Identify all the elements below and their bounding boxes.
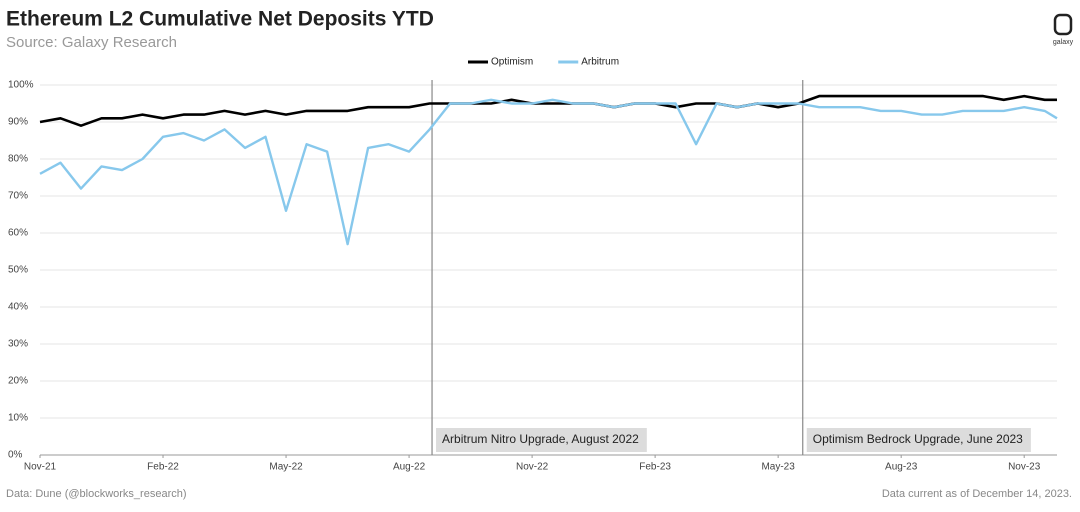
annotation-box xyxy=(436,428,647,452)
y-tick-label: 100% xyxy=(8,80,34,91)
x-tick-label: Nov-23 xyxy=(1008,462,1041,473)
y-tick-label: 20% xyxy=(8,376,28,387)
logo-text: galaxy xyxy=(1053,39,1074,46)
chart-title: Ethereum L2 Cumulative Net Deposits YTD xyxy=(6,8,434,31)
annotation-box xyxy=(806,428,1031,452)
x-tick-label: May-22 xyxy=(269,462,303,473)
y-tick-label: 60% xyxy=(8,228,28,239)
annotation-label: Arbitrum Nitro Upgrade, August 2022 xyxy=(442,432,639,446)
y-tick-label: 80% xyxy=(8,154,28,165)
y-tick-label: 0% xyxy=(8,450,23,461)
x-tick-label: Aug-23 xyxy=(885,462,918,473)
y-tick-label: 30% xyxy=(8,339,28,350)
series-line xyxy=(39,94,1057,127)
annotation-label: Optimism Bedrock Upgrade, June 2023 xyxy=(813,432,1023,446)
footer-date: Data current as of December 14, 2023. xyxy=(882,488,1072,500)
footer-source: Data: Dune (@blockworks_research) xyxy=(6,488,187,500)
legend-label: Arbitrum xyxy=(581,57,619,68)
x-tick-label: May-23 xyxy=(761,462,795,473)
series-line xyxy=(39,98,1058,246)
y-tick-label: 90% xyxy=(8,117,28,128)
y-tick-label: 70% xyxy=(8,191,28,202)
x-tick-label: Nov-21 xyxy=(24,462,57,473)
logo-icon xyxy=(1053,13,1073,36)
x-tick-label: Feb-23 xyxy=(639,462,671,473)
x-tick-label: Feb-22 xyxy=(147,462,179,473)
x-tick-label: Aug-22 xyxy=(393,462,426,473)
y-tick-label: 40% xyxy=(8,302,28,313)
y-tick-label: 10% xyxy=(8,413,28,424)
legend-label: Optimism xyxy=(491,57,533,68)
x-tick-label: Nov-22 xyxy=(516,462,549,473)
y-tick-label: 50% xyxy=(8,265,28,276)
chart-subtitle: Source: Galaxy Research xyxy=(6,34,177,51)
